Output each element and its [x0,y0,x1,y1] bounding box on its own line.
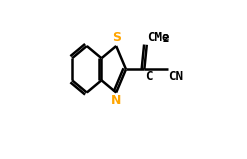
Text: CMe: CMe [147,31,170,44]
Text: CN: CN [168,70,183,83]
Text: N: N [111,94,121,107]
Text: C: C [145,70,152,83]
Text: S: S [112,31,121,44]
Text: 2: 2 [156,34,169,44]
